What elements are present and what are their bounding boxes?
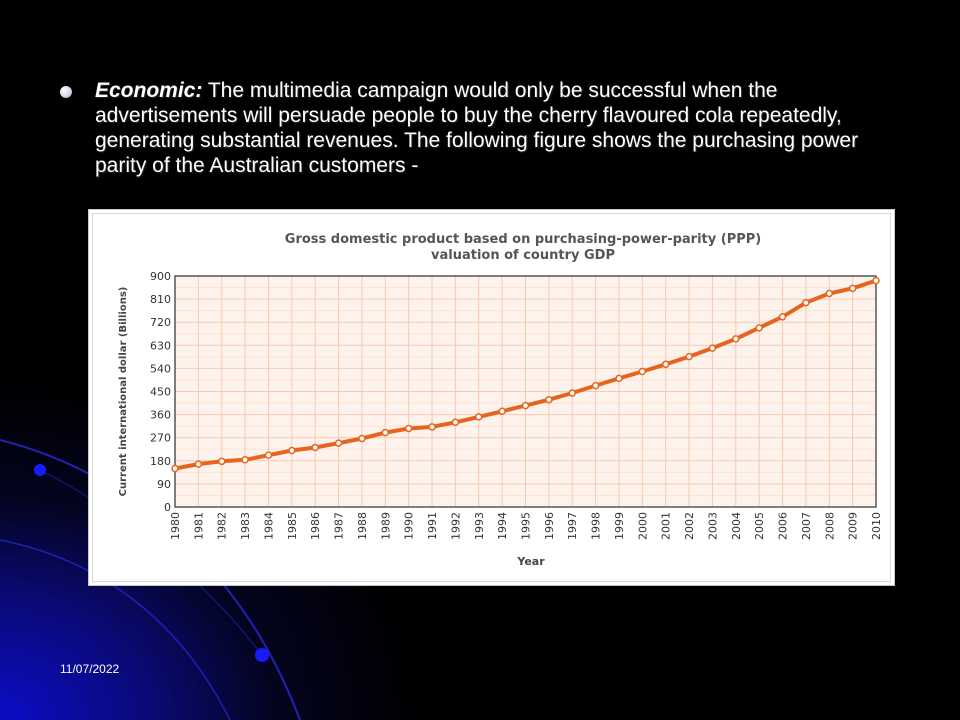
chart-title: valuation of country GDP [431,248,615,263]
x-tick-label: 1992 [449,512,462,540]
y-tick-label: 90 [157,478,171,491]
y-tick-label: 0 [164,501,171,514]
y-tick-label: 360 [150,409,171,422]
x-tick-label: 2008 [823,512,836,540]
data-point [685,352,693,361]
y-tick-label: 270 [150,432,171,445]
x-tick-label: 2003 [706,512,719,540]
x-tick-label: 2002 [683,512,696,540]
data-point [708,344,717,352]
x-tick-label: 1996 [543,512,556,540]
x-tick-label: 2000 [636,512,649,540]
data-point [241,456,249,464]
data-point [545,395,553,404]
x-tick-label: 1983 [239,512,252,540]
data-point [825,289,834,298]
x-tick-label: 2006 [777,512,790,540]
y-tick-label: 720 [150,316,171,329]
plot-border [174,275,877,508]
y-tick-label: 900 [150,270,171,283]
data-point [591,381,600,390]
data-point [171,464,179,473]
data-point [217,457,226,466]
data-point [288,446,296,455]
x-tick-label: 1999 [613,512,626,540]
data-point [755,324,763,332]
data-point [568,389,576,397]
data-point [615,374,623,383]
x-tick-label: 1990 [403,512,416,540]
bullet-text: Economic: The multimedia campaign would … [95,78,905,178]
x-tick-label: 2010 [870,512,883,540]
data-point [802,298,810,307]
bullet-lead: Economic: [95,79,203,102]
y-tick-label: 810 [150,293,171,306]
x-tick-label: 1988 [356,512,369,540]
x-tick-label: 1982 [216,512,229,540]
data-point [475,413,483,421]
data-point [778,313,787,321]
x-tick-label: 1991 [426,512,439,540]
footer-date: 11/07/2022 [60,662,120,676]
x-tick-label: 1998 [590,512,603,540]
data-point [661,360,670,369]
x-tick-label: 2005 [753,512,766,540]
x-tick-label: 1984 [262,512,275,540]
x-tick-label: 1994 [496,512,509,540]
x-tick-label: 2001 [660,512,673,540]
x-tick-label: 1995 [520,512,533,540]
chart-image: 0 90 180 270 360 450 540 630 720 810 900 1980 1981 19… [88,209,895,586]
x-tick-label: 1986 [309,512,322,540]
data-point [404,424,413,433]
x-tick-label: 2009 [847,512,860,540]
data-point [311,443,319,452]
y-tick-label: 180 [150,455,171,468]
chart-svg: 0 90 180 270 360 450 540 630 720 810 900 1980 1981 19… [88,209,895,586]
data-point [264,451,273,459]
data-point [848,284,857,293]
data-point [428,423,436,431]
x-tick-label: 2004 [730,512,743,540]
bullet-icon [60,86,72,98]
accent-dot [255,648,269,662]
x-tick-label: 1997 [566,512,579,540]
x-tick-label: 1981 [192,512,205,540]
accent-dot [34,464,46,476]
data-point [194,460,203,468]
data-point [872,276,880,285]
y-tick-label: 540 [150,362,171,375]
y-axis-label: Current international dollar (Billions) [118,287,129,497]
x-tick-label: 1989 [379,512,392,540]
x-axis-label: Year [516,555,545,568]
chart-title: Gross domestic product based on purchasi… [285,232,761,247]
x-tick-label: 2007 [800,512,813,540]
bullet-body: The multimedia campaign would only be su… [95,79,859,177]
x-tick-label: 1985 [286,512,299,540]
x-tick-label: 1993 [473,512,486,540]
x-tick-label: 1987 [333,512,346,540]
data-point [381,428,390,437]
data-point [498,407,506,416]
data-point [451,418,460,427]
y-tick-label: 450 [150,386,171,399]
data-point [334,439,343,447]
y-tick-label: 630 [150,339,171,352]
x-tick-label: 1980 [169,512,182,540]
data-point [358,434,366,443]
data-point [521,401,530,410]
data-point [732,335,740,343]
data-point [638,367,647,376]
swoosh-line [0,539,231,720]
